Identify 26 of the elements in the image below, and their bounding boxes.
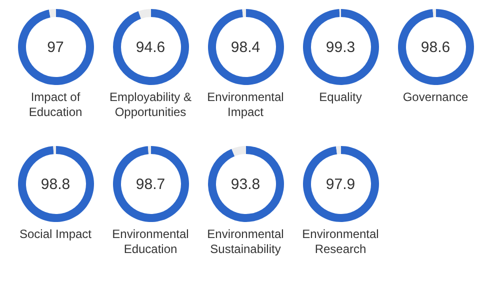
data-label: 98.7 — [112, 145, 190, 223]
text: Environmental Education — [111, 227, 190, 257]
text: Environmental Research — [301, 227, 380, 257]
data-label: 98.4 — [206, 8, 284, 86]
donut-slice — [336, 146, 340, 154]
text: Employability & Opportunities — [108, 90, 193, 120]
text: Environmental Impact — [206, 90, 285, 120]
text: Governance — [402, 90, 470, 105]
donut-slice — [138, 9, 150, 19]
donut-slice — [147, 146, 150, 154]
donut-slice — [231, 146, 246, 156]
text: Social Impact — [18, 227, 93, 242]
donut-slice — [432, 9, 436, 18]
donut-slice — [48, 9, 56, 18]
donut-slice — [52, 146, 56, 154]
text: Equality — [318, 90, 363, 105]
text: Impact of Education — [28, 90, 84, 120]
data-label: 93.8 — [206, 145, 284, 223]
data-label: 97 — [16, 8, 94, 86]
donut-slice — [242, 9, 246, 18]
data-label: 97.9 — [302, 145, 380, 223]
data-label: 94.6 — [112, 8, 190, 86]
data-label: 98.6 — [396, 8, 474, 86]
data-label: 99.3 — [302, 8, 380, 86]
text: Environmental Sustainability — [206, 227, 285, 257]
data-label: 98.8 — [16, 145, 94, 223]
